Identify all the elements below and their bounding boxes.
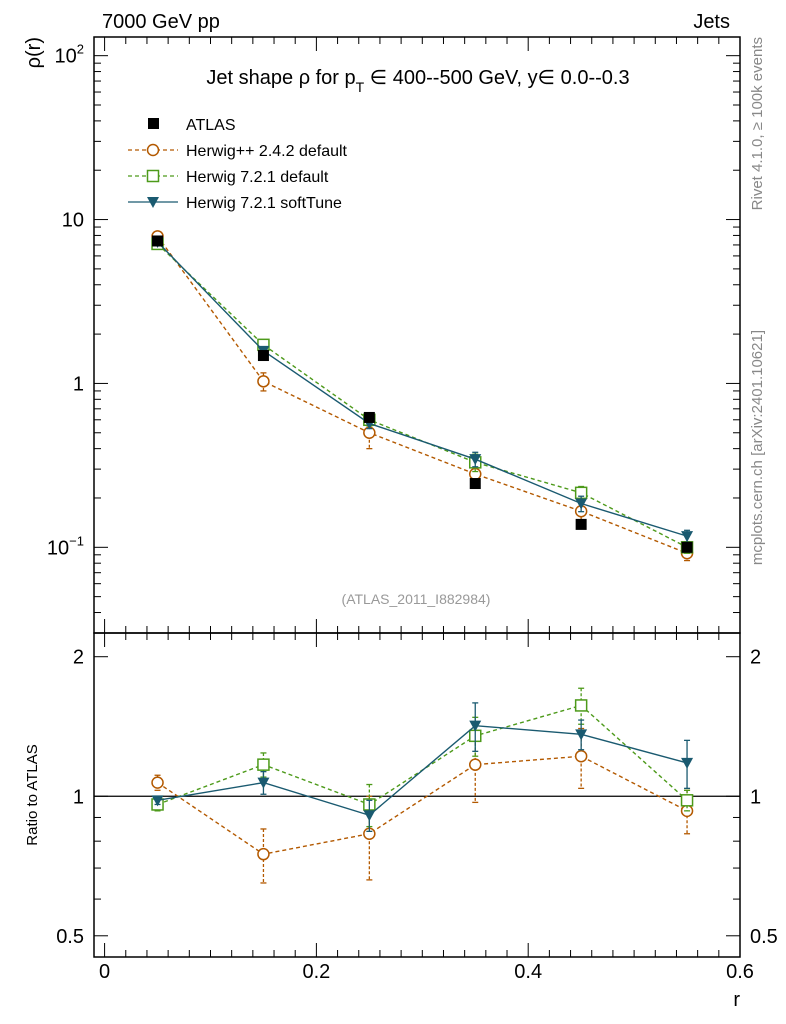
ratio-y-tick-label: 1 [73,786,84,808]
data-point [469,720,482,732]
data-point [574,699,588,712]
ratio-y-tick-label: 2 [73,647,84,669]
series-line [157,243,688,548]
ratio-y-tick-label-right: 2 [750,647,761,669]
x-tick-label: 0 [99,961,110,983]
y-tick-label: 10 [62,210,84,232]
data-point [257,847,270,861]
rivet-version-label: Rivet 4.1.0, ≥ 100k events [749,37,766,210]
data-point [575,729,588,741]
data-point [257,350,269,362]
header-collision: 7000 GeV pp [102,11,220,33]
ratio-series-line [157,704,688,806]
legend-label-herwig-721: Herwig 7.2.1 default [186,169,329,186]
series-line [156,235,688,554]
ratio-y-tick-label-right: 1 [750,786,761,808]
ratio-series-line [157,755,688,855]
x-tick-label: 0.4 [514,961,542,983]
legend-label-atlas: ATLAS [186,117,236,134]
series-2 [151,237,694,554]
analysis-watermark: (ATLAS_2011_I882984) [342,591,491,607]
mcplots-label: mcplots.cern.ch [arXiv:2401.10621] [749,330,766,565]
series-0 [152,235,693,553]
series-line [157,241,688,537]
data-point [257,375,270,388]
data-point [363,411,375,423]
data-point [575,518,587,530]
x-tick-label: 0.2 [302,961,330,983]
legend-marker-herwig-242 [146,143,160,157]
legend-marker-herwig-soft [147,197,159,208]
ratio-series-0 [151,727,694,884]
data-point [680,794,694,807]
data-point [468,758,482,771]
data-point [257,758,270,771]
data-point [257,777,270,789]
data-point [681,757,694,769]
data-point [469,454,482,466]
ratio-series-1 [151,687,694,828]
data-point [681,531,694,543]
plot-title: Jet shape ρ for pT ∈ 400--500 GeV, y∈ 0.… [206,67,629,95]
series-3 [151,236,694,544]
legend: ATLAS Herwig++ 2.4.2 default Herwig 7.2.… [128,117,348,212]
ratio-series-2 [151,702,694,832]
data-point [469,478,481,490]
data-point [152,235,164,247]
x-tick-label: 0.6 [726,961,754,983]
legend-marker-atlas [148,118,159,129]
y-tick-label: 10−1 [47,533,84,559]
legend-label-herwig-soft: Herwig 7.2.1 softTune [186,195,342,212]
ratio-y-axis-label: Ratio to ATLAS [24,744,41,845]
y-axis-label: ρ(r) [23,37,45,68]
legend-label-herwig-242: Herwig++ 2.4.2 default [186,143,348,160]
y-tick-label: 1 [73,373,84,395]
data-point [151,776,164,789]
data-point [574,749,588,763]
ratio-y-tick-label: 0.5 [56,926,84,948]
data-point [151,795,164,807]
y-tick-label: 102 [55,42,84,68]
legend-marker-herwig-721 [146,169,160,183]
ratio-plot-frame [93,632,741,958]
series-1 [151,230,694,562]
data-point [363,810,376,822]
ratio-series-line [157,724,688,817]
ratio-y-tick-label-right: 0.5 [750,926,778,948]
data-point [575,498,588,510]
data-point [681,541,693,553]
x-axis-label: r [733,989,740,1011]
header-category: Jets [693,11,730,33]
